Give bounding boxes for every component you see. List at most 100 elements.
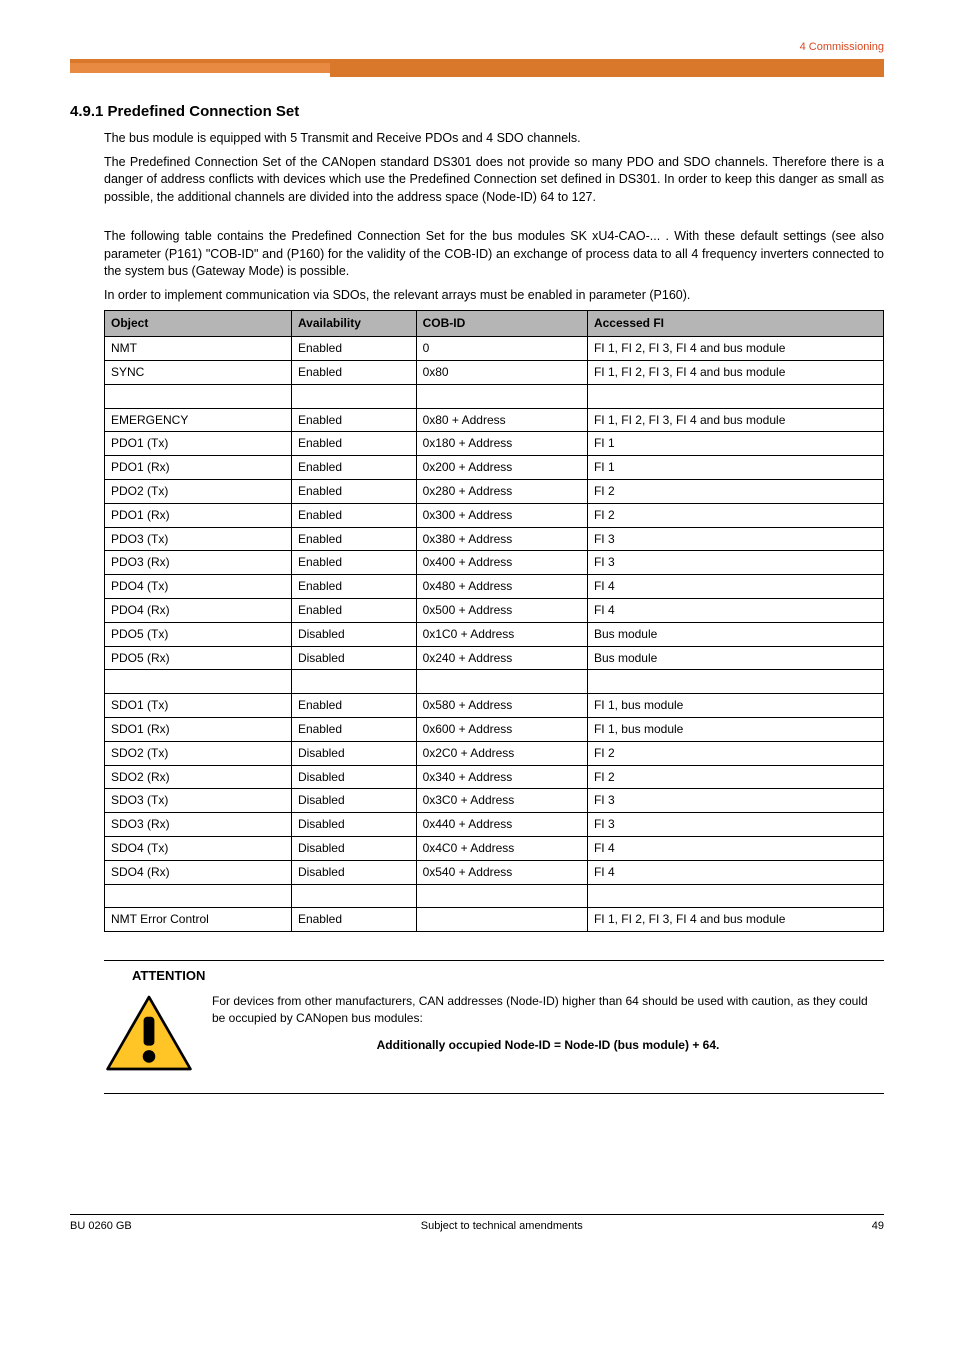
blank-cell <box>416 670 587 694</box>
blank-cell <box>587 384 883 408</box>
table-row: SDO2 (Tx)Disabled0x2C0 + AddressFI 2 <box>105 741 884 765</box>
table-cell: Enabled <box>291 360 416 384</box>
table-cell: FI 3 <box>587 789 883 813</box>
table-cell: 0x80 + Address <box>416 408 587 432</box>
table-cell: SDO3 (Rx) <box>105 813 292 837</box>
table-cell: PDO5 (Tx) <box>105 622 292 646</box>
table-cell: FI 2 <box>587 503 883 527</box>
connection-set-table: Object Availability COB-ID Accessed FI N… <box>104 310 884 932</box>
table-row: SDO3 (Rx)Disabled0x440 + AddressFI 3 <box>105 813 884 837</box>
table-cell: FI 1, bus module <box>587 694 883 718</box>
table-cell: Enabled <box>291 717 416 741</box>
table-cell: Disabled <box>291 741 416 765</box>
table-cell: PDO5 (Rx) <box>105 646 292 670</box>
table-cell: Disabled <box>291 813 416 837</box>
header-bar <box>70 59 884 73</box>
table-row: PDO1 (Rx)Enabled0x200 + AddressFI 1 <box>105 456 884 480</box>
table-cell: PDO3 (Rx) <box>105 551 292 575</box>
table-cell: 0x240 + Address <box>416 646 587 670</box>
attention-body: For devices from other manufacturers, CA… <box>212 993 884 1027</box>
table-row: PDO3 (Tx)Enabled0x380 + AddressFI 3 <box>105 527 884 551</box>
table-cell: 0x400 + Address <box>416 551 587 575</box>
blank-cell <box>105 670 292 694</box>
table-cell: 0x300 + Address <box>416 503 587 527</box>
table-row: PDO1 (Rx)Enabled0x300 + AddressFI 2 <box>105 503 884 527</box>
table-row <box>105 670 884 694</box>
table-cell: Enabled <box>291 337 416 361</box>
blank-cell <box>416 384 587 408</box>
paragraph: The following table contains the Predefi… <box>104 228 884 281</box>
table-cell: 0x200 + Address <box>416 456 587 480</box>
table-row: PDO2 (Tx)Enabled0x280 + AddressFI 2 <box>105 479 884 503</box>
table-row: NMTEnabled0FI 1, FI 2, FI 3, FI 4 and bu… <box>105 337 884 361</box>
table-cell: Disabled <box>291 646 416 670</box>
table-cell: PDO3 (Tx) <box>105 527 292 551</box>
table-cell: NMT Error Control <box>105 908 292 932</box>
attention-label: ATTENTION <box>132 967 884 985</box>
paragraph: In order to implement communication via … <box>104 287 884 305</box>
table-row: SDO2 (Rx)Disabled0x340 + AddressFI 2 <box>105 765 884 789</box>
blank-cell <box>587 884 883 908</box>
table-cell: PDO1 (Tx) <box>105 432 292 456</box>
table-cell: Disabled <box>291 765 416 789</box>
table-row: NMT Error ControlEnabledFI 1, FI 2, FI 3… <box>105 908 884 932</box>
table-cell: PDO4 (Tx) <box>105 575 292 599</box>
footer-center: Subject to technical amendments <box>421 1219 583 1234</box>
table-cell: FI 3 <box>587 551 883 575</box>
table-cell: FI 4 <box>587 836 883 860</box>
table-cell: Enabled <box>291 598 416 622</box>
table-row: PDO3 (Rx)Enabled0x400 + AddressFI 3 <box>105 551 884 575</box>
table-cell: 0x2C0 + Address <box>416 741 587 765</box>
table-cell: Enabled <box>291 551 416 575</box>
table-cell: Disabled <box>291 860 416 884</box>
blank-cell <box>291 670 416 694</box>
table-cell: Disabled <box>291 789 416 813</box>
table-cell: EMERGENCY <box>105 408 292 432</box>
table-row: EMERGENCYEnabled0x80 + AddressFI 1, FI 2… <box>105 408 884 432</box>
footer-left: BU 0260 GB <box>70 1219 132 1234</box>
table-cell: Enabled <box>291 527 416 551</box>
col-accessed: Accessed FI <box>587 311 883 337</box>
table-cell: FI 1, FI 2, FI 3, FI 4 and bus module <box>587 408 883 432</box>
table-cell: FI 2 <box>587 741 883 765</box>
table-cell: 0x1C0 + Address <box>416 622 587 646</box>
table-cell: FI 4 <box>587 860 883 884</box>
table-cell: Enabled <box>291 432 416 456</box>
table-row: PDO5 (Rx)Disabled0x240 + AddressBus modu… <box>105 646 884 670</box>
table-cell: Disabled <box>291 836 416 860</box>
table-cell: 0x80 <box>416 360 587 384</box>
table-row: PDO1 (Tx)Enabled0x180 + AddressFI 1 <box>105 432 884 456</box>
table-cell: SDO4 (Rx) <box>105 860 292 884</box>
table-cell: FI 2 <box>587 765 883 789</box>
col-object: Object <box>105 311 292 337</box>
table-cell: SDO2 (Tx) <box>105 741 292 765</box>
blank-cell <box>105 884 292 908</box>
table-cell: FI 1, FI 2, FI 3, FI 4 and bus module <box>587 908 883 932</box>
table-cell: FI 1 <box>587 456 883 480</box>
table-cell: Bus module <box>587 622 883 646</box>
footer-right: 49 <box>872 1219 884 1234</box>
table-cell: SDO4 (Tx) <box>105 836 292 860</box>
blank-cell <box>416 884 587 908</box>
paragraph: The bus module is equipped with 5 Transm… <box>104 130 884 148</box>
table-cell: Enabled <box>291 479 416 503</box>
table-row <box>105 884 884 908</box>
section-heading: 4.9.1 Predefined Connection Set <box>70 101 884 122</box>
table-cell: FI 1, FI 2, FI 3, FI 4 and bus module <box>587 337 883 361</box>
table-cell: Enabled <box>291 503 416 527</box>
table-cell: SDO3 (Tx) <box>105 789 292 813</box>
table-cell: 0 <box>416 337 587 361</box>
table-row: PDO5 (Tx)Disabled0x1C0 + AddressBus modu… <box>105 622 884 646</box>
table-cell: 0x280 + Address <box>416 479 587 503</box>
table-cell: FI 4 <box>587 575 883 599</box>
table-row <box>105 384 884 408</box>
col-availability: Availability <box>291 311 416 337</box>
attention-bold: Additionally occupied Node-ID = Node-ID … <box>212 1037 884 1054</box>
table-cell: Disabled <box>291 622 416 646</box>
table-row: SDO3 (Tx)Disabled0x3C0 + AddressFI 3 <box>105 789 884 813</box>
table-cell: PDO4 (Rx) <box>105 598 292 622</box>
table-cell: SYNC <box>105 360 292 384</box>
table-cell: PDO1 (Rx) <box>105 456 292 480</box>
table-cell: 0x440 + Address <box>416 813 587 837</box>
table-row: PDO4 (Tx)Enabled0x480 + AddressFI 4 <box>105 575 884 599</box>
